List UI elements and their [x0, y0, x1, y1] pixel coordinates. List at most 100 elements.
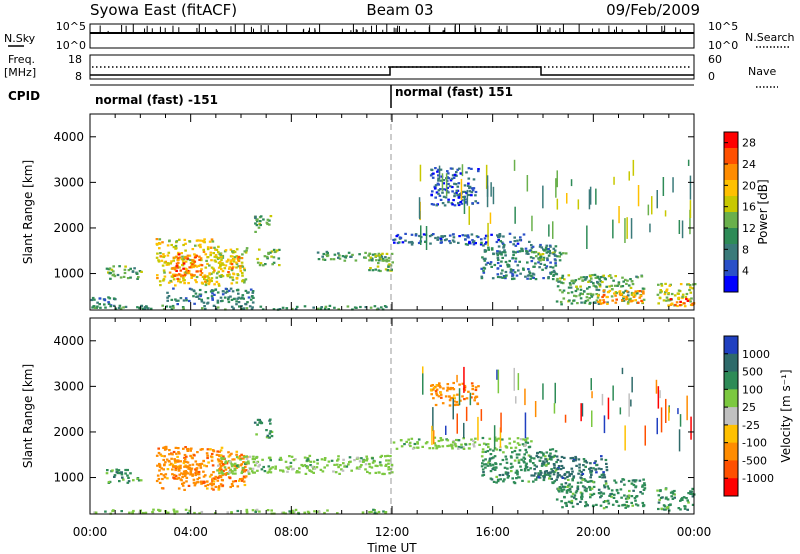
heatmap-cell: [677, 292, 680, 295]
heatmap-cell: [491, 463, 495, 466]
heatmap-cell: [437, 192, 440, 195]
heatmap-cell: [668, 284, 672, 287]
heatmap-cell: [692, 283, 695, 286]
heatmap-cell: [589, 493, 592, 496]
heatmap-cell: [462, 447, 466, 450]
heatmap-cell: [471, 189, 475, 192]
heatmap-cell: [673, 294, 677, 297]
heatmap-cell: [294, 458, 297, 461]
heatmap-cell: [193, 260, 197, 263]
heatmap-cell: [567, 478, 570, 481]
heatmap-cell: [559, 300, 563, 304]
heatmap-cell: [110, 268, 114, 271]
heatmap-cell: [342, 458, 345, 461]
heatmap-cell: [243, 269, 246, 272]
heatmap-cell: [659, 291, 662, 294]
heatmap-cell: [264, 263, 267, 266]
heatmap-cell: [504, 455, 508, 458]
heatmap-cell: [571, 470, 574, 473]
heatmap-cell: [634, 290, 637, 293]
heatmap-cell: [527, 454, 531, 457]
heatmap-cell: [622, 280, 625, 283]
heatmap-cell: [316, 458, 319, 462]
heatmap-cell: [667, 304, 670, 307]
heatmap-cell: [117, 469, 121, 472]
heatmap-cell: [560, 303, 563, 306]
heatmap-cell: [195, 469, 198, 472]
heatmap-cell: [684, 295, 688, 299]
heatmap-cell: [528, 240, 531, 243]
heatmap-cell: [167, 281, 171, 284]
heatmap-cell: [253, 458, 256, 461]
heatmap-cell: [496, 256, 500, 259]
heatmap-cell: [255, 224, 259, 227]
heatmap-cell: [467, 177, 471, 180]
heatmap-cell: [591, 480, 595, 483]
heatmap-cell: [549, 272, 553, 275]
heatmap-cell: [235, 261, 238, 264]
heatmap-cell: [159, 453, 162, 456]
heatmap-cell: [238, 455, 242, 458]
heatmap-cell: [224, 460, 228, 463]
heatmap-cell: [585, 276, 588, 279]
heatmap-cell: [625, 296, 628, 299]
heatmap-cell: [245, 457, 249, 460]
heatmap-cell: [450, 202, 454, 205]
heatmap-cell: [659, 390, 661, 399]
heatmap-cell: [204, 253, 208, 256]
heatmap-cell: [579, 481, 583, 484]
heatmap-cell: [519, 272, 522, 275]
heatmap-cell: [542, 256, 546, 259]
heatmap-cell: [252, 461, 256, 464]
heatmap-cell: [183, 458, 187, 461]
heatmap-cell: [685, 297, 688, 301]
heatmap-cell: [237, 265, 240, 268]
heatmap-cell: [451, 185, 454, 189]
heatmap-cell: [451, 396, 454, 399]
heatmap-cell: [626, 297, 629, 300]
heatmap-cell: [199, 273, 202, 276]
heatmap-cell: [184, 470, 187, 473]
freq-trace: [90, 66, 694, 76]
heatmap-cell: [554, 259, 557, 262]
heatmap-cell: [330, 459, 334, 462]
heatmap-cell: [562, 252, 565, 255]
heatmap-cell: [545, 244, 549, 247]
heatmap-cell: [193, 484, 197, 487]
power-colorbar-label: Power [dB]: [756, 179, 770, 244]
heatmap-cell: [217, 284, 221, 287]
heatmap-cell: [230, 259, 233, 262]
heatmap-cell: [610, 276, 613, 279]
heatmap-cell: [192, 290, 196, 293]
heatmap-cell: [665, 299, 668, 302]
heatmap-cell: [661, 496, 664, 499]
heatmap-cell: [206, 302, 209, 305]
heatmap-cell: [326, 252, 329, 255]
heatmap-cell: [600, 494, 603, 497]
heatmap-cell: [511, 277, 514, 281]
heatmap-cell: [437, 174, 440, 177]
heatmap-cell: [616, 284, 619, 287]
heatmap-cell: [460, 178, 463, 201]
heatmap-cell: [639, 294, 643, 297]
heatmap-cell: [178, 266, 181, 269]
heatmap-cell: [231, 265, 235, 269]
heatmap-cell: [467, 182, 470, 185]
heatmap-cell: [222, 457, 226, 460]
heatmap-cell: [589, 476, 592, 479]
heatmap-cell: [224, 468, 228, 471]
heatmap-cell: [190, 275, 194, 278]
heatmap-cell: [207, 283, 211, 286]
heatmap-cell: [214, 477, 217, 481]
heatmap-cell: [303, 511, 306, 514]
heatmap-cell: [288, 510, 291, 513]
heatmap-cell: [457, 439, 461, 442]
heatmap-cell: [204, 484, 207, 488]
heatmap-cell: [438, 165, 441, 180]
heatmap-cell: [453, 182, 456, 185]
heatmap-cell: [594, 276, 598, 279]
heatmap-cell: [666, 498, 670, 501]
heatmap-cell: [482, 471, 485, 474]
heatmap-cell: [224, 287, 228, 290]
heatmap-cell: [322, 258, 325, 261]
